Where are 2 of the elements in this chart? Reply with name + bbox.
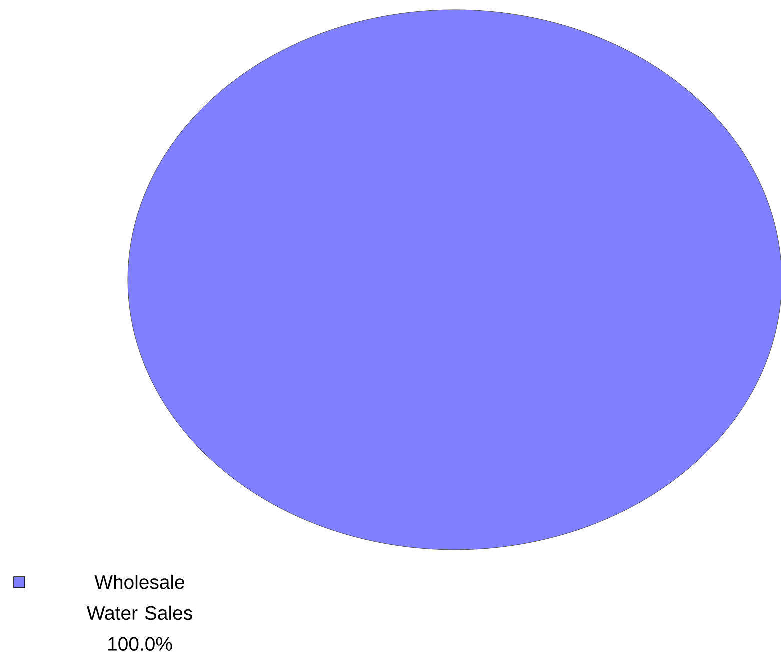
data-label: 100.0% bbox=[108, 637, 172, 651]
slice-label: Wholesale Water Sales bbox=[87, 574, 192, 620]
